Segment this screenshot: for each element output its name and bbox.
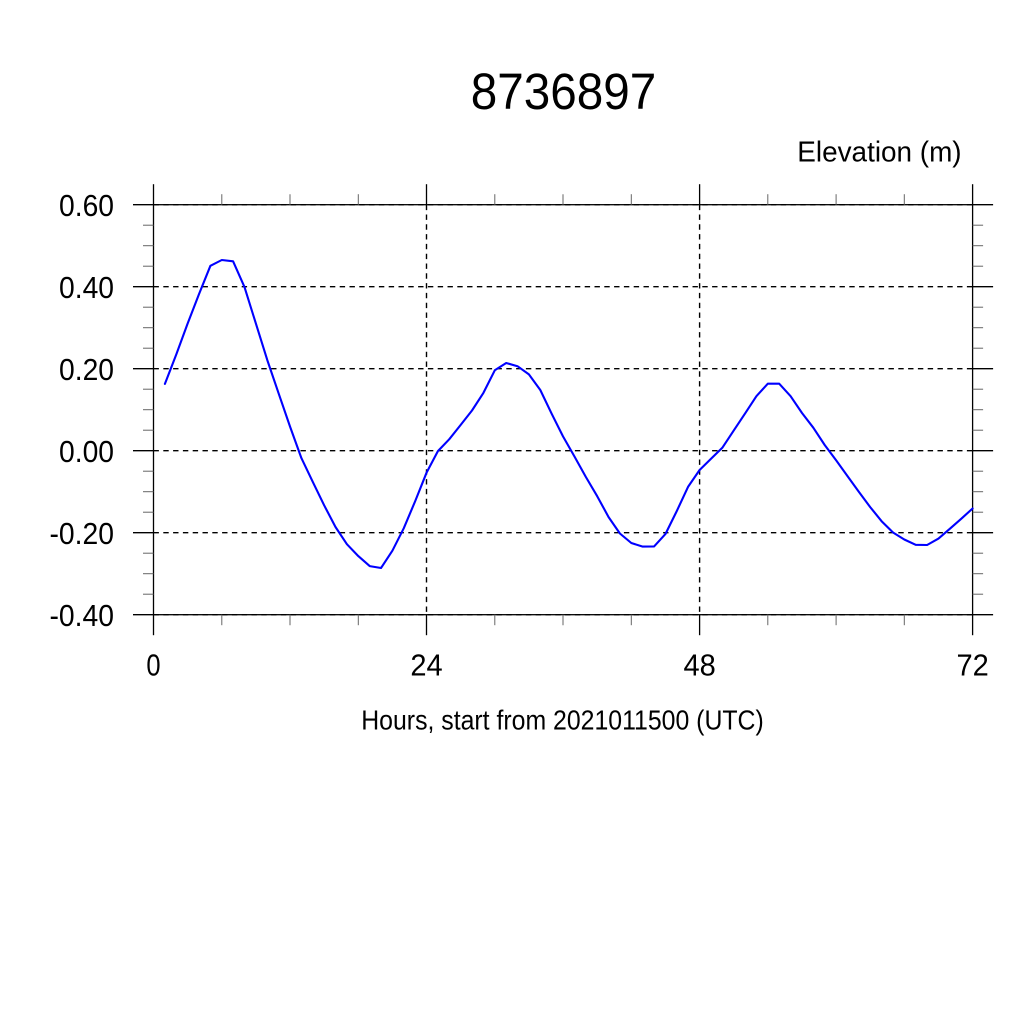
svg-text:0: 0 [146,648,160,683]
svg-text:0.40: 0.40 [59,270,114,305]
svg-text:0.60: 0.60 [59,188,114,223]
svg-text:-0.20: -0.20 [50,516,115,551]
svg-text:0.00: 0.00 [59,434,114,469]
svg-text:24: 24 [410,648,442,683]
svg-text:48: 48 [683,648,715,683]
svg-text:Elevation (m): Elevation (m) [797,137,961,169]
svg-text:Hours, start from 2021011500 (: Hours, start from 2021011500 (UTC) [361,705,764,736]
svg-text:8736897: 8736897 [471,63,657,120]
svg-text:0.20: 0.20 [59,352,114,387]
svg-text:72: 72 [956,648,988,683]
svg-text:-0.40: -0.40 [50,598,115,633]
